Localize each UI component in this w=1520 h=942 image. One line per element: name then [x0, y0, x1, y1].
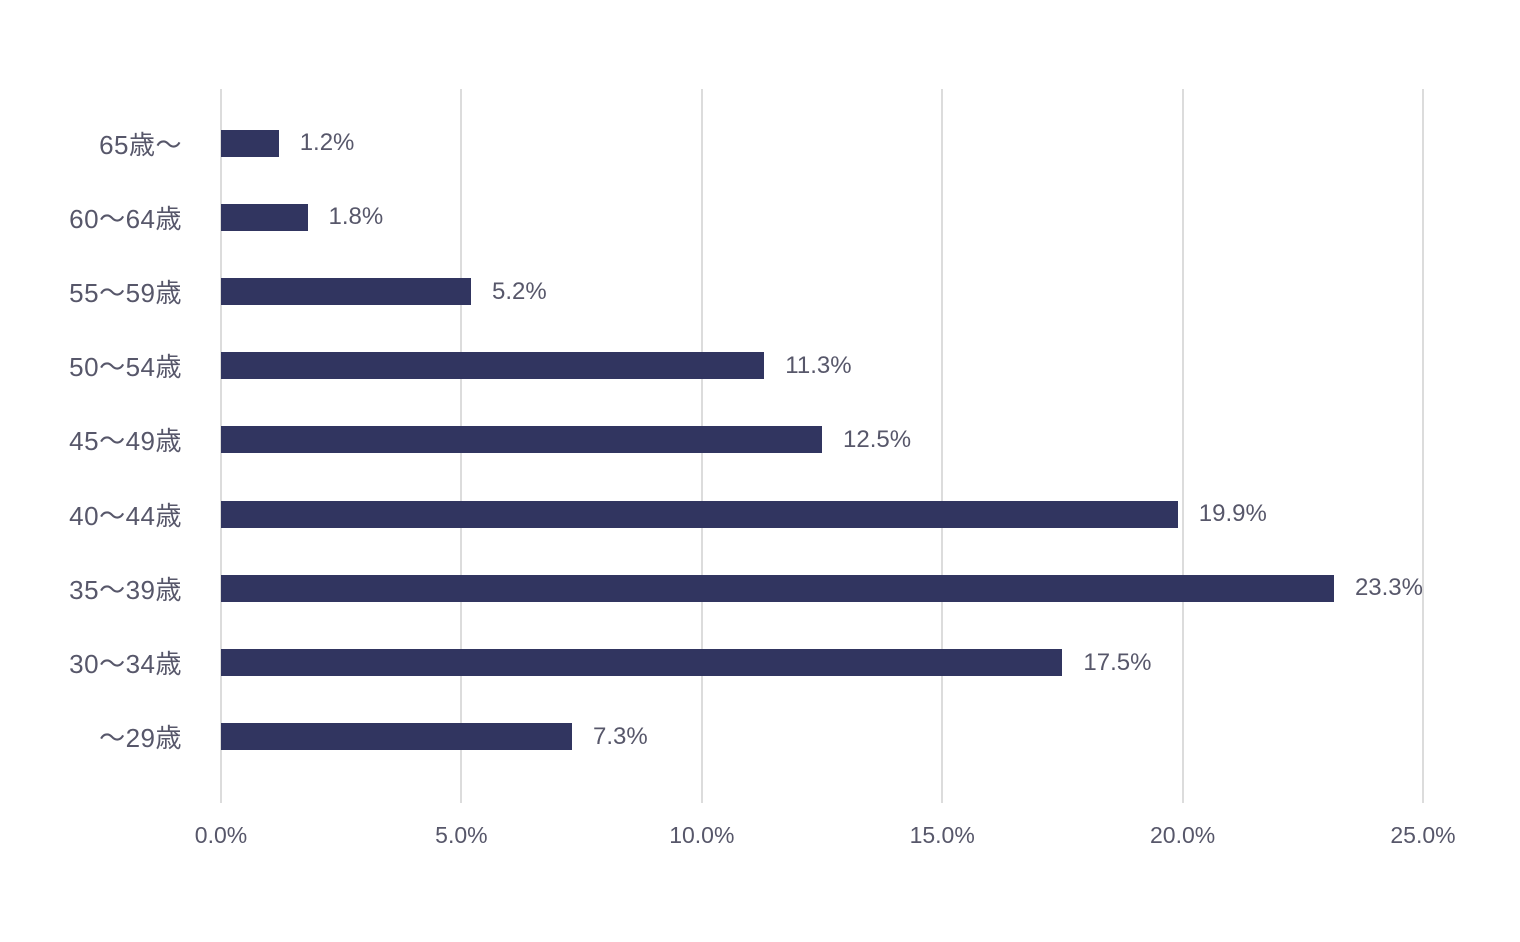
- value-label: 23.3%: [1354, 574, 1423, 602]
- category-label: 60〜64歳: [69, 203, 182, 234]
- bar-rows: 65歳〜 1.2% 60〜64歳 1.8% 55〜59歳 5.2% 50〜54歳 11.3% 4…: [69, 89, 1423, 803]
- category-label: 35〜39歳: [69, 574, 182, 605]
- category-label: 65歳〜: [99, 129, 182, 160]
- value-label: 1.8%: [328, 203, 384, 231]
- x-tick-label: 10.0%: [669, 822, 735, 848]
- x-tick-label: 0.0%: [194, 822, 248, 848]
- bar: [221, 426, 822, 454]
- bar-row: 50〜54歳 11.3%: [69, 329, 1423, 403]
- gridline: [941, 89, 944, 803]
- bar: [221, 723, 572, 751]
- bar-row: 〜29歳 7.3%: [99, 700, 1423, 774]
- gridline: [1181, 89, 1184, 803]
- x-tick-label: 5.0%: [435, 822, 488, 848]
- bar-row: 60〜64歳 1.8%: [69, 180, 1423, 254]
- plot-area: 65歳〜 1.2% 60〜64歳 1.8% 55〜59歳 5.2% 50〜54歳 11.3% 4…: [69, 89, 1424, 803]
- category-label: 50〜54歳: [69, 352, 182, 383]
- category-label: 〜29歳: [99, 723, 182, 754]
- category-label: 45〜49歳: [69, 426, 182, 457]
- bar-row: 55〜59歳 5.2%: [69, 254, 1423, 328]
- bar-row: 40〜44歳 19.9%: [69, 477, 1423, 551]
- value-label: 1.2%: [299, 129, 355, 157]
- bar: [221, 203, 308, 231]
- bar-row: 30〜34歳 17.5%: [69, 626, 1423, 700]
- bar-row: 35〜39歳 23.3%: [69, 551, 1423, 625]
- value-label: 19.9%: [1198, 500, 1267, 528]
- category-label: 30〜34歳: [69, 649, 182, 680]
- value-label: 5.2%: [492, 277, 547, 305]
- value-label: 11.3%: [785, 351, 852, 379]
- value-label: 12.5%: [843, 425, 912, 453]
- bar: [221, 500, 1178, 528]
- bar: [221, 129, 279, 157]
- x-axis: 0.0% 5.0% 10.0% 15.0% 20.0% 25.0%: [195, 822, 1456, 862]
- x-tick-label: 25.0%: [1390, 822, 1456, 848]
- x-tick-label: 15.0%: [909, 822, 975, 848]
- bar: [221, 278, 472, 306]
- bar: [221, 574, 1334, 602]
- bar: [221, 649, 1063, 677]
- bar-row: 45〜49歳 12.5%: [69, 403, 1423, 477]
- bar-row: 65歳〜 1.2%: [99, 106, 1423, 180]
- value-label: 7.3%: [592, 722, 648, 750]
- bar: [221, 352, 765, 380]
- category-label: 40〜44歳: [69, 500, 182, 531]
- category-label: 55〜59歳: [69, 278, 182, 309]
- x-tick-label: 20.0%: [1149, 822, 1216, 848]
- value-label: 17.5%: [1083, 648, 1152, 676]
- gridline: [1422, 89, 1424, 803]
